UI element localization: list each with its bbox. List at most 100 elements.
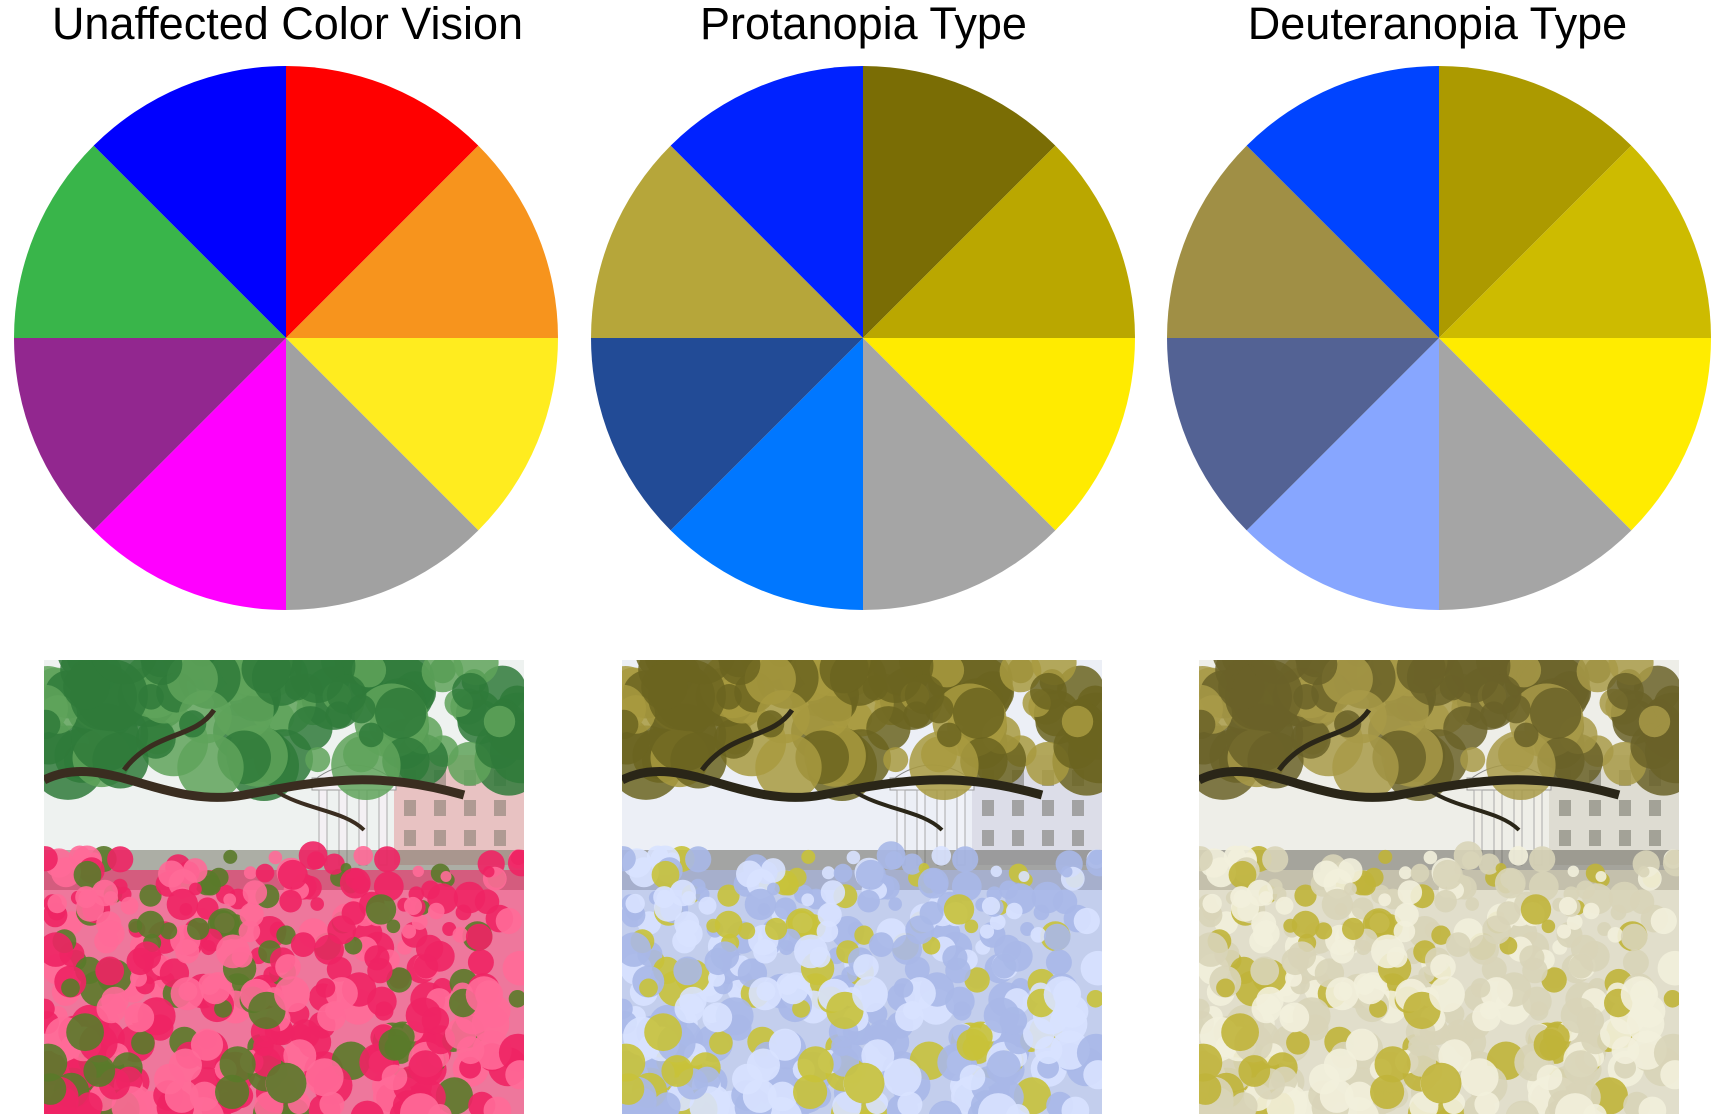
tree-branch [122, 708, 217, 772]
flower [1031, 881, 1064, 914]
flower [131, 1031, 155, 1055]
flower [298, 841, 328, 870]
flower [323, 853, 345, 875]
foliage [326, 674, 367, 715]
flower [1410, 863, 1430, 883]
foliage [953, 687, 1005, 739]
flower [1086, 990, 1102, 1008]
flower [1600, 1017, 1632, 1050]
flower [1228, 860, 1257, 889]
wheel-sector [286, 145, 558, 338]
flower [107, 846, 134, 873]
flower [214, 999, 233, 1018]
flower [1342, 917, 1365, 940]
flower [1663, 990, 1679, 1008]
flower [1279, 1002, 1310, 1033]
flower [1465, 897, 1479, 911]
flower [1221, 1013, 1259, 1052]
foliage [305, 747, 331, 773]
flower [1650, 907, 1677, 935]
flower [1013, 1077, 1051, 1114]
flower [714, 910, 743, 939]
flower [710, 941, 740, 970]
flower [475, 980, 504, 1009]
flower [888, 897, 902, 911]
flower [1043, 923, 1071, 951]
flower [315, 978, 336, 998]
foliage [1061, 705, 1094, 738]
flower [1251, 993, 1282, 1024]
foliage [63, 663, 110, 710]
flower [403, 896, 423, 916]
flower [1053, 980, 1082, 1009]
flower [1355, 875, 1376, 896]
flower [1478, 853, 1500, 875]
flower [510, 849, 524, 865]
window [404, 830, 416, 846]
window [982, 800, 994, 816]
flower [706, 918, 721, 933]
flower [1620, 923, 1648, 951]
flower [1319, 1079, 1354, 1113]
flower [305, 1058, 344, 1097]
flower [1472, 1002, 1501, 1032]
flower [158, 860, 185, 888]
window [434, 830, 446, 846]
flower [1430, 954, 1456, 980]
flower [440, 871, 452, 882]
wheel-sector [591, 338, 863, 531]
flower [797, 1046, 834, 1083]
flower [1230, 1092, 1258, 1114]
flower [1371, 934, 1405, 969]
flower [120, 896, 139, 915]
flower [175, 939, 200, 964]
flower [428, 902, 445, 920]
tree-branch [1427, 788, 1521, 832]
window [1559, 800, 1571, 816]
flower [310, 897, 325, 911]
flower [1283, 918, 1298, 933]
flower [136, 910, 165, 939]
flower [166, 888, 199, 921]
tree-branch [700, 708, 795, 772]
flower [1528, 871, 1559, 902]
wheel-sector [863, 66, 1056, 338]
flower [1665, 849, 1679, 865]
flower [1622, 949, 1649, 976]
flower [1576, 1006, 1605, 1035]
foliage [669, 660, 735, 685]
wheel-sector [286, 338, 479, 610]
flower [508, 990, 524, 1008]
flower [1566, 914, 1583, 930]
flower [767, 1081, 798, 1112]
flower [51, 857, 81, 888]
tree-branch [622, 767, 1044, 802]
flower [1397, 880, 1423, 905]
flower [962, 1035, 988, 1060]
flower [1508, 846, 1529, 866]
flower [495, 907, 522, 935]
flower [139, 884, 162, 907]
window [1649, 830, 1661, 846]
flower [1558, 896, 1578, 916]
flower [1453, 841, 1483, 870]
flower [1638, 866, 1650, 878]
flower [1199, 1043, 1223, 1082]
foliage [1396, 660, 1446, 694]
flower [673, 956, 703, 986]
flower [821, 866, 835, 880]
flower [1505, 1100, 1539, 1114]
flower [365, 894, 397, 925]
tree-branch [850, 788, 944, 832]
flower [744, 888, 777, 921]
foliage [1638, 705, 1671, 738]
flower [897, 1091, 923, 1114]
foliage [1030, 672, 1067, 710]
flower [945, 957, 971, 984]
flower [1251, 911, 1277, 937]
flower [1474, 1091, 1500, 1114]
flower [1494, 867, 1526, 899]
flower [852, 976, 888, 1013]
flower [1337, 858, 1363, 883]
flower [928, 1100, 962, 1114]
